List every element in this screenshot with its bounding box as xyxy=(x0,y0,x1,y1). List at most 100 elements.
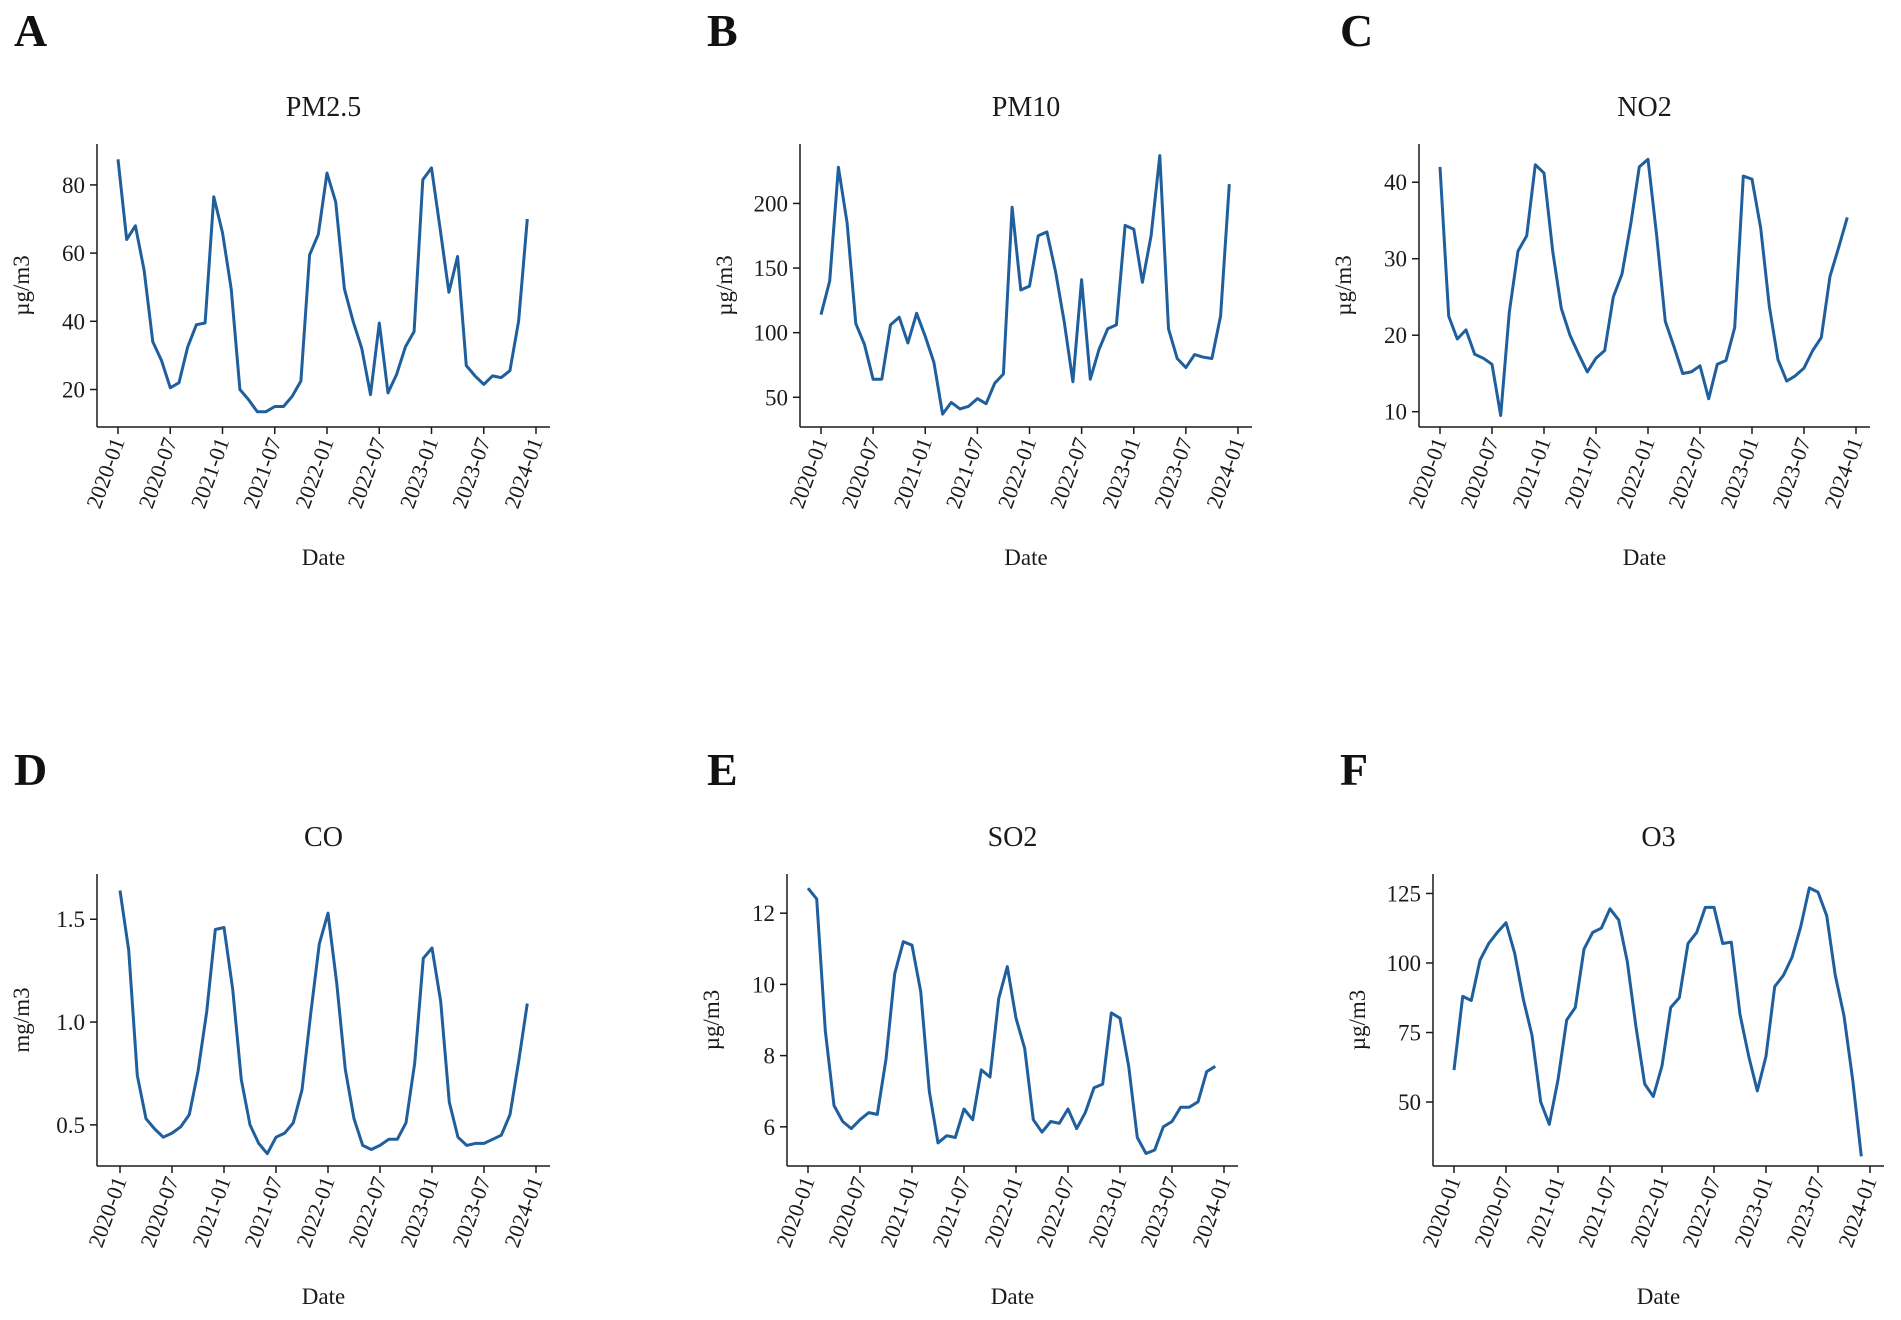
y-axis-label: mg/m3 xyxy=(9,987,34,1052)
x-tick-label: 2021-07 xyxy=(941,434,990,511)
y-tick-label: 6 xyxy=(764,1115,776,1140)
y-tick-label: 10 xyxy=(752,972,775,997)
x-axis-label: Date xyxy=(302,545,345,570)
x-tick-label: 2023-07 xyxy=(1149,434,1198,511)
x-tick-label: 2022-07 xyxy=(342,434,391,511)
y-tick-label: 80 xyxy=(62,173,85,198)
x-tick-label: 2021-01 xyxy=(875,1173,924,1250)
y-tick-label: 100 xyxy=(754,321,789,346)
series-line xyxy=(1452,886,1863,1157)
x-tick-label: 2023-07 xyxy=(1781,1173,1830,1250)
x-tick-label: 2022-07 xyxy=(1045,434,1094,511)
panel-letter-a: A xyxy=(14,5,48,56)
x-tick-label: 2020-01 xyxy=(1417,1173,1466,1250)
panel-letter-f: F xyxy=(1340,744,1369,795)
y-axis-label: µg/m3 xyxy=(9,255,34,316)
x-tick-label: 2022-01 xyxy=(979,1173,1028,1250)
y-tick-label: 12 xyxy=(752,901,775,926)
y-tick-label: 0.5 xyxy=(56,1113,85,1138)
y-axis-label: µg/m3 xyxy=(1331,255,1356,316)
x-tick-label: 2022-01 xyxy=(290,434,339,511)
x-tick-label: 2022-01 xyxy=(1625,1173,1674,1250)
x-tick-label: 2020-07 xyxy=(135,1173,184,1250)
x-tick-label: 2021-01 xyxy=(888,434,937,511)
y-tick-label: 50 xyxy=(765,385,788,410)
x-tick-label: 2023-01 xyxy=(1715,434,1764,511)
x-tick-label: 2020-01 xyxy=(83,1173,132,1250)
chart-panel-pm10: PM10 50 100 150 200 2020-01 2020-07 2021-01 2021… xyxy=(712,92,1252,570)
x-axis-label: Date xyxy=(991,1284,1034,1309)
panel-letter-c: C xyxy=(1340,5,1374,56)
x-tick-label: 2020-01 xyxy=(1403,434,1452,511)
x-tick-label: 2021-01 xyxy=(187,1173,236,1250)
x-tick-label: 2023-01 xyxy=(1097,434,1146,511)
x-tick-label: 2023-01 xyxy=(1729,1173,1778,1250)
x-tick-label: 2020-01 xyxy=(771,1173,820,1250)
y-tick-label: 20 xyxy=(1384,323,1407,348)
x-axis-label: Date xyxy=(1623,545,1666,570)
x-tick-label: 2024-01 xyxy=(1819,434,1868,511)
y-tick-label: 40 xyxy=(1384,170,1407,195)
x-tick-label: 2021-07 xyxy=(238,434,287,511)
chart-panel-pm25: PM2.5 20 40 60 80 2020-01 2020-07 2021-01 2021-0… xyxy=(9,92,550,570)
y-tick-label: 8 xyxy=(764,1044,776,1069)
x-tick-label: 2020-07 xyxy=(1455,434,1504,511)
chart-panel-no2: NO2 10 20 30 40 2020-01 2020-07 2021-01 2021-07 2… xyxy=(1331,92,1870,570)
y-tick-label: 150 xyxy=(754,256,789,281)
x-tick-label: 2021-07 xyxy=(1559,434,1608,511)
x-tick-label: 2023-07 xyxy=(447,434,496,511)
x-tick-label: 2021-07 xyxy=(1573,1173,1622,1250)
panel-letter-e: E xyxy=(707,744,738,795)
x-tick-label: 2024-01 xyxy=(1187,1173,1236,1250)
x-tick-label: 2024-01 xyxy=(1201,434,1250,511)
x-tick-label: 2021-01 xyxy=(1507,434,1556,511)
x-tick-label: 2023-07 xyxy=(447,1173,496,1250)
chart-title: O3 xyxy=(1641,822,1675,853)
x-tick-label: 2021-01 xyxy=(1521,1173,1570,1250)
series-line xyxy=(118,890,529,1156)
x-tick-label: 2021-07 xyxy=(239,1173,288,1250)
y-tick-label: 75 xyxy=(1398,1021,1421,1046)
chart-title: PM10 xyxy=(992,92,1060,123)
x-tick-label: 2020-07 xyxy=(1469,1173,1518,1250)
x-tick-label: 2023-01 xyxy=(395,1173,444,1250)
y-tick-label: 30 xyxy=(1384,247,1407,272)
series-line xyxy=(819,154,1231,416)
x-tick-label: 2023-07 xyxy=(1767,434,1816,511)
x-tick-label: 2024-01 xyxy=(499,1173,548,1250)
x-tick-label: 2022-07 xyxy=(1663,434,1712,511)
x-tick-label: 2022-07 xyxy=(1031,1173,1080,1250)
x-tick-label: 2023-07 xyxy=(1135,1173,1184,1250)
x-axis-label: Date xyxy=(1004,545,1047,570)
y-tick-label: 200 xyxy=(754,191,789,216)
x-tick-label: 2023-01 xyxy=(1083,1173,1132,1250)
x-axis-label: Date xyxy=(302,1284,345,1309)
x-tick-label: 2020-07 xyxy=(133,434,182,511)
x-tick-label: 2021-01 xyxy=(186,434,235,511)
x-tick-label: 2024-01 xyxy=(1833,1173,1882,1250)
x-tick-label: 2020-01 xyxy=(81,434,130,511)
chart-panel-o3: O3 50 75 100 125 2020-01 2020-07 2021-01 2021-07… xyxy=(1345,822,1884,1309)
y-tick-label: 100 xyxy=(1387,951,1422,976)
x-tick-label: 2022-01 xyxy=(291,1173,340,1250)
y-axis-label: µg/m3 xyxy=(699,990,724,1051)
y-tick-label: 40 xyxy=(62,309,85,334)
series-line xyxy=(806,887,1217,1155)
chart-title: NO2 xyxy=(1617,92,1671,123)
y-axis-label: µg/m3 xyxy=(1345,990,1370,1051)
y-tick-label: 10 xyxy=(1384,400,1407,425)
chart-title: SO2 xyxy=(988,822,1038,853)
y-axis-label: µg/m3 xyxy=(712,255,737,316)
y-tick-label: 1.5 xyxy=(56,907,85,932)
y-tick-label: 125 xyxy=(1387,881,1422,906)
y-tick-label: 50 xyxy=(1398,1090,1421,1115)
x-tick-label: 2021-07 xyxy=(927,1173,976,1250)
x-tick-label: 2022-07 xyxy=(1677,1173,1726,1250)
y-tick-label: 60 xyxy=(62,241,85,266)
x-tick-label: 2022-07 xyxy=(343,1173,392,1250)
x-tick-label: 2020-07 xyxy=(823,1173,872,1250)
chart-title: CO xyxy=(304,822,343,853)
